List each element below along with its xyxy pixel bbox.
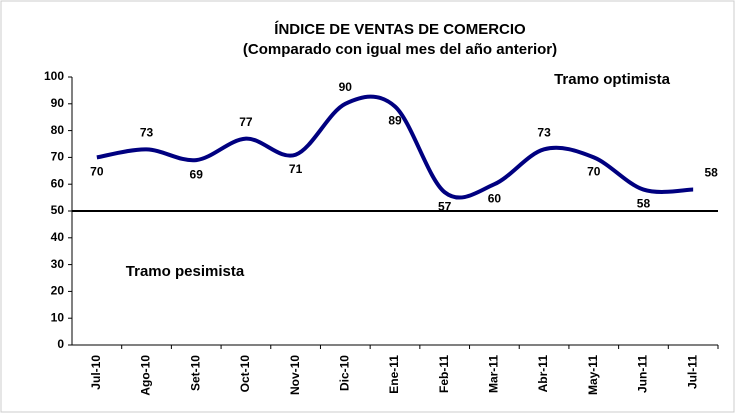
data-label: 57 xyxy=(438,199,452,213)
x-tick-label: Ago-10 xyxy=(139,355,153,396)
y-tick-label: 100 xyxy=(44,69,64,83)
data-label: 58 xyxy=(637,197,651,211)
y-tick-label: 70 xyxy=(51,150,65,164)
data-label: 89 xyxy=(388,114,402,128)
line xyxy=(96,94,694,200)
y-tick-label: 80 xyxy=(51,123,65,137)
x-tick-label: Oct-10 xyxy=(238,355,252,393)
x-tick-label: Ene-11 xyxy=(387,355,401,394)
x-tick-label: Mar-11 xyxy=(487,355,501,393)
y-tick-label: 40 xyxy=(51,230,65,244)
data-label: 70 xyxy=(90,165,104,179)
chart-subtitle: (Comparado con igual mes del año anterio… xyxy=(243,41,557,58)
y-tick-label: 20 xyxy=(51,284,65,298)
data-label: 58 xyxy=(704,166,718,180)
x-tick-label: Abr-11 xyxy=(536,355,550,393)
data-label: 69 xyxy=(190,167,204,181)
x-tick-label: May-11 xyxy=(586,355,600,395)
chart-title: ÍNDICE DE VENTAS DE COMERCIO xyxy=(274,21,526,38)
y-tick-label: 90 xyxy=(51,96,65,110)
data-label: 77 xyxy=(239,115,253,129)
y-tick-label: 50 xyxy=(51,203,65,217)
x-tick-label: Nov-10 xyxy=(288,355,302,395)
data-label: 90 xyxy=(339,80,353,94)
data-label: 73 xyxy=(537,126,551,140)
x-tick-label: Dic-10 xyxy=(337,355,351,391)
annotation: Tramo optimista xyxy=(554,71,671,88)
data-label: 71 xyxy=(289,162,303,176)
x-tick-label: Jun-11 xyxy=(636,355,650,393)
x-tick-label: Jul-10 xyxy=(89,355,103,390)
x-tick-label: Set-10 xyxy=(188,355,202,391)
x-tick-label: Feb-11 xyxy=(437,355,451,393)
y-tick-label: 60 xyxy=(51,176,65,190)
data-label: 73 xyxy=(140,126,154,140)
data-label: 70 xyxy=(587,165,601,179)
data-label: 60 xyxy=(488,191,502,205)
y-tick-label: 0 xyxy=(57,337,64,351)
y-tick-label: 30 xyxy=(51,257,65,271)
x-tick-label: Jul-11 xyxy=(685,355,699,389)
annotation: Tramo pesimista xyxy=(126,263,245,280)
y-tick-label: 10 xyxy=(51,310,65,324)
